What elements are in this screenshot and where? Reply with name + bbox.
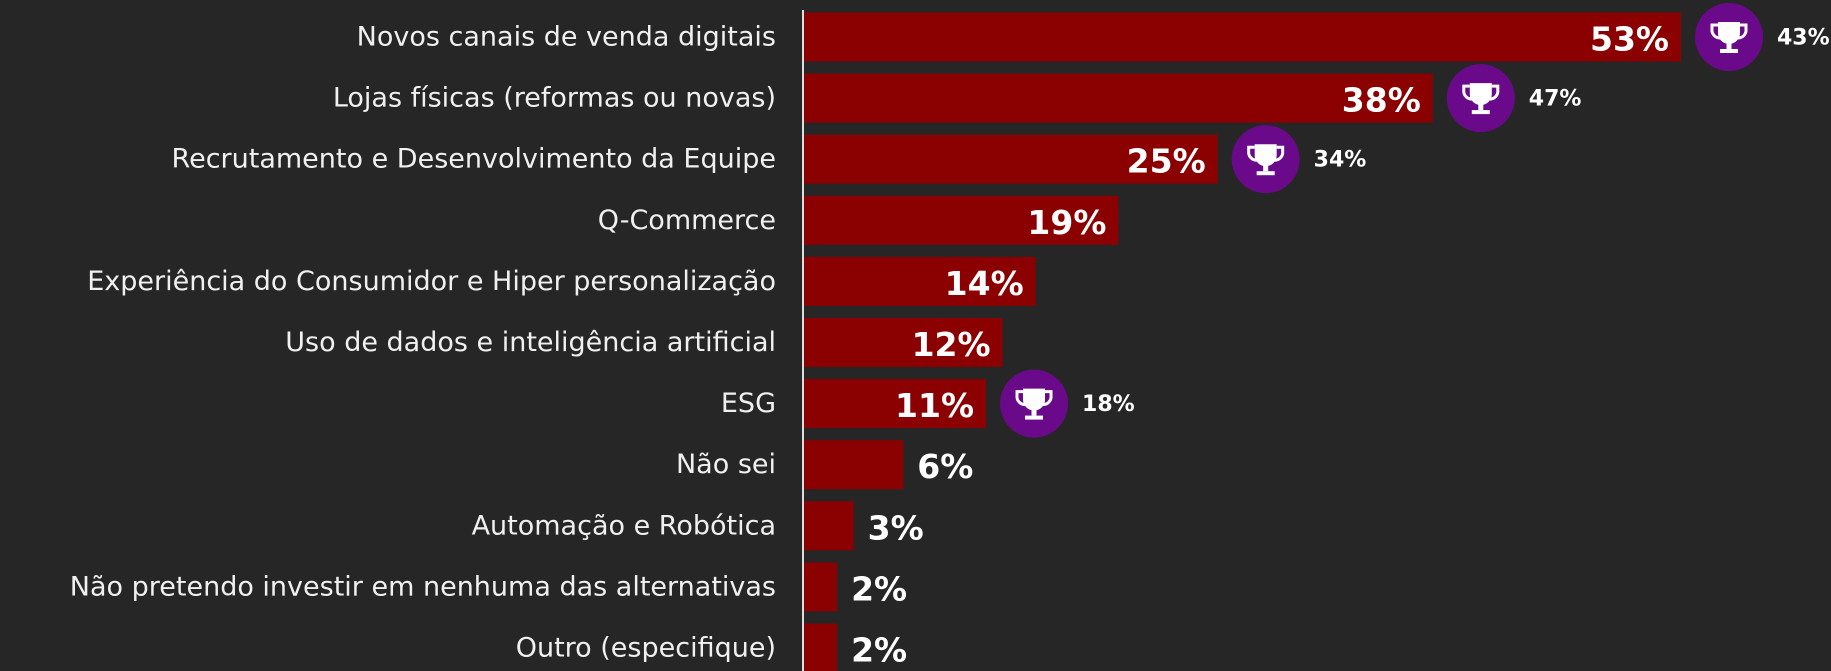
bar <box>804 256 1036 306</box>
trophy-label: 18% <box>1082 392 1135 417</box>
trophy-label: 43% <box>1777 26 1830 51</box>
value-label: 3% <box>868 508 924 547</box>
category-label: Lojas físicas (reformas ou novas) <box>333 83 776 114</box>
value-label: 12% <box>912 325 991 364</box>
category-label: Não pretendo investir em nenhuma das alt… <box>70 571 776 602</box>
bar <box>804 318 1003 367</box>
value-label: 2% <box>851 631 907 670</box>
bar <box>804 195 1119 245</box>
category-label: Outro (especifique) <box>516 633 776 664</box>
category-label: Automação e Robótica <box>472 510 776 541</box>
bar <box>804 73 1433 123</box>
category-label: Recrutamento e Desenvolvimento da Equipe <box>172 144 776 175</box>
value-label: 25% <box>1127 142 1206 181</box>
value-label: 11% <box>895 386 974 425</box>
value-label: 38% <box>1342 81 1421 120</box>
bar <box>804 134 1218 184</box>
value-label: 19% <box>1027 203 1106 242</box>
trophy-icon <box>1015 388 1053 420</box>
trophy-icon <box>1247 144 1285 176</box>
category-label: Q-Commerce <box>598 205 776 236</box>
value-label: 2% <box>851 569 907 608</box>
bar <box>804 12 1681 62</box>
bar <box>804 379 987 429</box>
trophy-icon <box>1462 83 1500 115</box>
trophy-label: 34% <box>1314 148 1367 173</box>
category-label: Novos canais de venda digitais <box>357 22 776 53</box>
category-label: ESG <box>721 388 776 419</box>
category-label: Experiência do Consumidor e Hiper person… <box>87 266 776 297</box>
trophy-icon <box>1710 22 1748 53</box>
bar <box>804 440 904 490</box>
bar <box>804 562 838 612</box>
bar <box>804 501 854 551</box>
value-label: 53% <box>1590 20 1669 59</box>
value-label: 14% <box>945 264 1024 303</box>
trophy-label: 47% <box>1529 87 1582 112</box>
bar <box>804 623 838 671</box>
category-label: Não sei <box>676 449 776 480</box>
value-label: 6% <box>917 447 973 486</box>
category-label: Uso de dados e inteligência artificial <box>285 327 776 358</box>
